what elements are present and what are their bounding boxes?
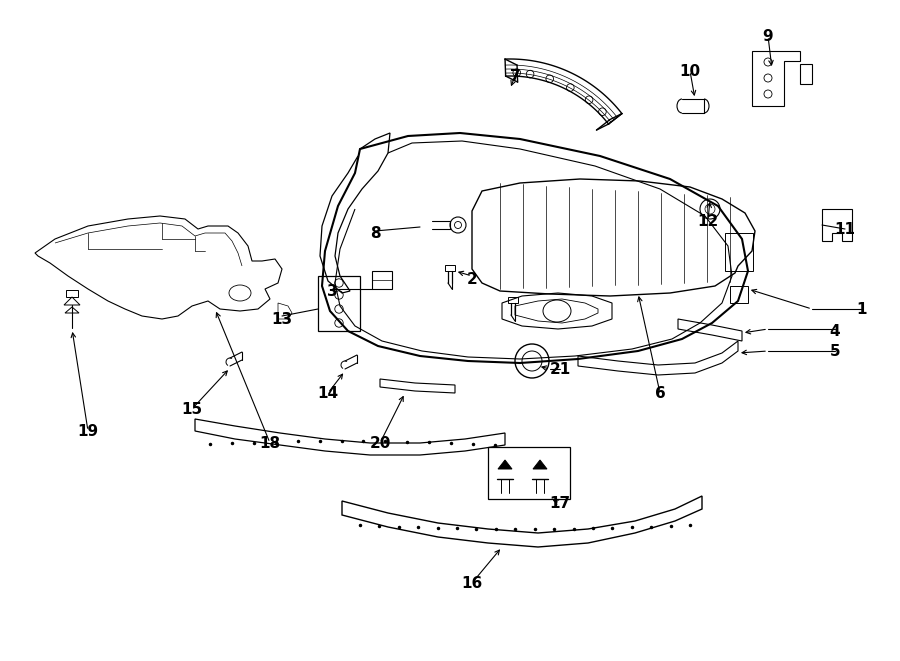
Text: 11: 11 — [834, 221, 856, 237]
Bar — [66, 290, 78, 297]
Text: 15: 15 — [182, 401, 202, 416]
Text: 3: 3 — [327, 284, 338, 299]
Text: 14: 14 — [318, 385, 338, 401]
Text: 20: 20 — [369, 436, 391, 451]
Text: 19: 19 — [77, 424, 99, 438]
Text: 1: 1 — [857, 301, 868, 317]
Text: 5: 5 — [830, 344, 841, 358]
Text: 6: 6 — [654, 385, 665, 401]
Text: 18: 18 — [259, 436, 281, 451]
Bar — [318, 276, 360, 331]
Text: 21: 21 — [549, 362, 571, 377]
Text: 12: 12 — [698, 214, 718, 229]
Text: 17: 17 — [549, 496, 571, 510]
Text: 4: 4 — [830, 323, 841, 338]
Polygon shape — [498, 460, 512, 469]
Polygon shape — [533, 460, 547, 469]
Text: 16: 16 — [462, 576, 482, 590]
Bar — [488, 447, 570, 499]
Text: 8: 8 — [370, 225, 381, 241]
Text: 10: 10 — [680, 63, 700, 79]
Bar — [372, 271, 392, 289]
Text: 9: 9 — [762, 28, 773, 44]
Text: 13: 13 — [272, 311, 292, 327]
Bar — [725, 233, 753, 271]
Text: 2: 2 — [466, 272, 477, 286]
Text: 7: 7 — [509, 69, 520, 83]
